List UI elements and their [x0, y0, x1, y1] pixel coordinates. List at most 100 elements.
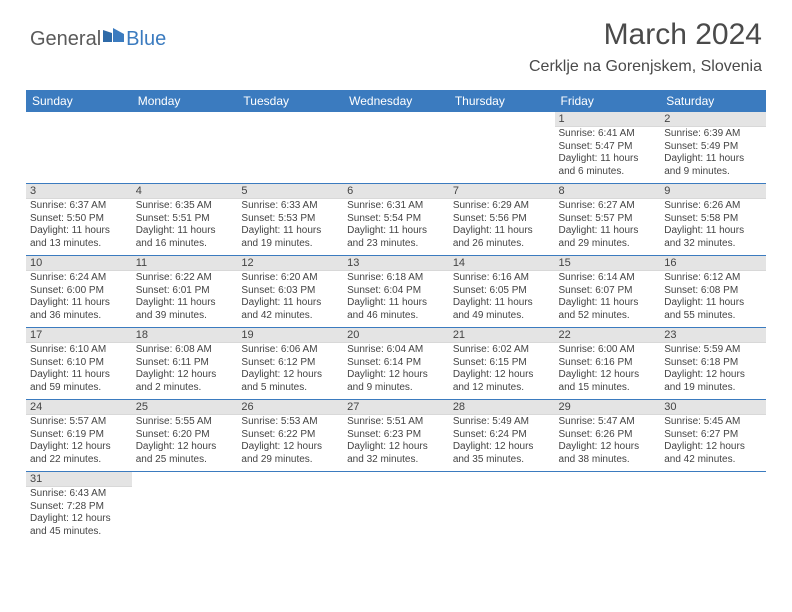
sunrise-text: Sunrise: 6:14 AM [559, 272, 657, 285]
calendar-row: 1Sunrise: 6:41 AMSunset: 5:47 PMDaylight… [26, 112, 766, 184]
daylight-line1: Daylight: 12 hours [347, 369, 445, 382]
calendar-row: 24Sunrise: 5:57 AMSunset: 6:19 PMDayligh… [26, 400, 766, 472]
calendar-cell: 15Sunrise: 6:14 AMSunset: 6:07 PMDayligh… [555, 256, 661, 328]
day-details: Sunrise: 6:26 AMSunset: 5:58 PMDaylight:… [660, 199, 766, 250]
sunset-text: Sunset: 5:47 PM [559, 141, 657, 154]
day-number: 29 [555, 400, 661, 415]
calendar-cell: 29Sunrise: 5:47 AMSunset: 6:26 PMDayligh… [555, 400, 661, 472]
calendar-cell: 31Sunrise: 6:43 AMSunset: 7:28 PMDayligh… [26, 472, 132, 544]
calendar-cell: 20Sunrise: 6:04 AMSunset: 6:14 PMDayligh… [343, 328, 449, 400]
logo: General Blue [30, 28, 166, 51]
daylight-line2: and 12 minutes. [453, 382, 551, 395]
daylight-line1: Daylight: 12 hours [136, 441, 234, 454]
sunrise-text: Sunrise: 6:12 AM [664, 272, 762, 285]
logo-text-general: General [30, 28, 101, 51]
sunrise-text: Sunrise: 6:22 AM [136, 272, 234, 285]
day-details: Sunrise: 6:41 AMSunset: 5:47 PMDaylight:… [555, 127, 661, 178]
sunrise-text: Sunrise: 6:31 AM [347, 200, 445, 213]
daylight-line2: and 15 minutes. [559, 382, 657, 395]
daylight-line1: Daylight: 11 hours [664, 297, 762, 310]
daylight-line2: and 42 minutes. [664, 454, 762, 467]
calendar-cell: 13Sunrise: 6:18 AMSunset: 6:04 PMDayligh… [343, 256, 449, 328]
day-number: 24 [26, 400, 132, 415]
sunset-text: Sunset: 5:56 PM [453, 213, 551, 226]
day-details: Sunrise: 6:33 AMSunset: 5:53 PMDaylight:… [237, 199, 343, 250]
daylight-line1: Daylight: 11 hours [559, 225, 657, 238]
sunset-text: Sunset: 5:53 PM [241, 213, 339, 226]
calendar-cell [237, 112, 343, 184]
calendar-cell: 28Sunrise: 5:49 AMSunset: 6:24 PMDayligh… [449, 400, 555, 472]
day-details: Sunrise: 6:02 AMSunset: 6:15 PMDaylight:… [449, 343, 555, 394]
daylight-line2: and 25 minutes. [136, 454, 234, 467]
daylight-line2: and 52 minutes. [559, 310, 657, 323]
day-details: Sunrise: 5:59 AMSunset: 6:18 PMDaylight:… [660, 343, 766, 394]
sunrise-text: Sunrise: 6:18 AM [347, 272, 445, 285]
calendar-cell: 2Sunrise: 6:39 AMSunset: 5:49 PMDaylight… [660, 112, 766, 184]
weekday-header: Monday [132, 90, 238, 112]
day-details: Sunrise: 6:24 AMSunset: 6:00 PMDaylight:… [26, 271, 132, 322]
sunrise-text: Sunrise: 5:57 AM [30, 416, 128, 429]
calendar-cell: 7Sunrise: 6:29 AMSunset: 5:56 PMDaylight… [449, 184, 555, 256]
calendar-row: 31Sunrise: 6:43 AMSunset: 7:28 PMDayligh… [26, 472, 766, 544]
daylight-line1: Daylight: 11 hours [559, 153, 657, 166]
day-details: Sunrise: 6:08 AMSunset: 6:11 PMDaylight:… [132, 343, 238, 394]
daylight-line1: Daylight: 11 hours [453, 297, 551, 310]
calendar-cell: 3Sunrise: 6:37 AMSunset: 5:50 PMDaylight… [26, 184, 132, 256]
daylight-line2: and 36 minutes. [30, 310, 128, 323]
day-number: 27 [343, 400, 449, 415]
day-number: 15 [555, 256, 661, 271]
sunset-text: Sunset: 7:28 PM [30, 501, 128, 514]
sunrise-text: Sunrise: 6:37 AM [30, 200, 128, 213]
sunset-text: Sunset: 6:16 PM [559, 357, 657, 370]
sunset-text: Sunset: 6:20 PM [136, 429, 234, 442]
sunset-text: Sunset: 6:27 PM [664, 429, 762, 442]
daylight-line2: and 26 minutes. [453, 238, 551, 251]
daylight-line1: Daylight: 12 hours [664, 441, 762, 454]
flag-icon [103, 28, 125, 49]
weekday-header: Tuesday [237, 90, 343, 112]
sunrise-text: Sunrise: 5:59 AM [664, 344, 762, 357]
daylight-line1: Daylight: 11 hours [347, 297, 445, 310]
sunset-text: Sunset: 6:04 PM [347, 285, 445, 298]
calendar-cell [132, 472, 238, 544]
daylight-line2: and 39 minutes. [136, 310, 234, 323]
calendar-cell: 17Sunrise: 6:10 AMSunset: 6:10 PMDayligh… [26, 328, 132, 400]
daylight-line2: and 29 minutes. [241, 454, 339, 467]
day-number: 22 [555, 328, 661, 343]
sunrise-text: Sunrise: 6:35 AM [136, 200, 234, 213]
calendar-cell: 27Sunrise: 5:51 AMSunset: 6:23 PMDayligh… [343, 400, 449, 472]
day-number: 12 [237, 256, 343, 271]
calendar-row: 17Sunrise: 6:10 AMSunset: 6:10 PMDayligh… [26, 328, 766, 400]
daylight-line2: and 2 minutes. [136, 382, 234, 395]
daylight-line2: and 5 minutes. [241, 382, 339, 395]
daylight-line1: Daylight: 12 hours [559, 441, 657, 454]
sunrise-text: Sunrise: 5:53 AM [241, 416, 339, 429]
daylight-line2: and 32 minutes. [347, 454, 445, 467]
daylight-line2: and 55 minutes. [664, 310, 762, 323]
calendar-cell: 24Sunrise: 5:57 AMSunset: 6:19 PMDayligh… [26, 400, 132, 472]
day-number: 31 [26, 472, 132, 487]
sunset-text: Sunset: 6:23 PM [347, 429, 445, 442]
logo-text-blue: Blue [126, 28, 166, 51]
daylight-line1: Daylight: 12 hours [347, 441, 445, 454]
calendar-row: 10Sunrise: 6:24 AMSunset: 6:00 PMDayligh… [26, 256, 766, 328]
daylight-line1: Daylight: 12 hours [241, 369, 339, 382]
calendar-cell: 5Sunrise: 6:33 AMSunset: 5:53 PMDaylight… [237, 184, 343, 256]
sunset-text: Sunset: 6:18 PM [664, 357, 762, 370]
day-details: Sunrise: 6:20 AMSunset: 6:03 PMDaylight:… [237, 271, 343, 322]
day-number: 4 [132, 184, 238, 199]
daylight-line2: and 45 minutes. [30, 526, 128, 539]
calendar-cell: 30Sunrise: 5:45 AMSunset: 6:27 PMDayligh… [660, 400, 766, 472]
weekday-header: Thursday [449, 90, 555, 112]
sunrise-text: Sunrise: 6:41 AM [559, 128, 657, 141]
calendar-cell [237, 472, 343, 544]
daylight-line1: Daylight: 11 hours [241, 297, 339, 310]
day-details: Sunrise: 5:49 AMSunset: 6:24 PMDaylight:… [449, 415, 555, 466]
sunset-text: Sunset: 5:57 PM [559, 213, 657, 226]
day-details: Sunrise: 5:57 AMSunset: 6:19 PMDaylight:… [26, 415, 132, 466]
calendar-cell: 14Sunrise: 6:16 AMSunset: 6:05 PMDayligh… [449, 256, 555, 328]
sunset-text: Sunset: 6:12 PM [241, 357, 339, 370]
day-number: 19 [237, 328, 343, 343]
calendar-cell: 4Sunrise: 6:35 AMSunset: 5:51 PMDaylight… [132, 184, 238, 256]
day-number: 18 [132, 328, 238, 343]
